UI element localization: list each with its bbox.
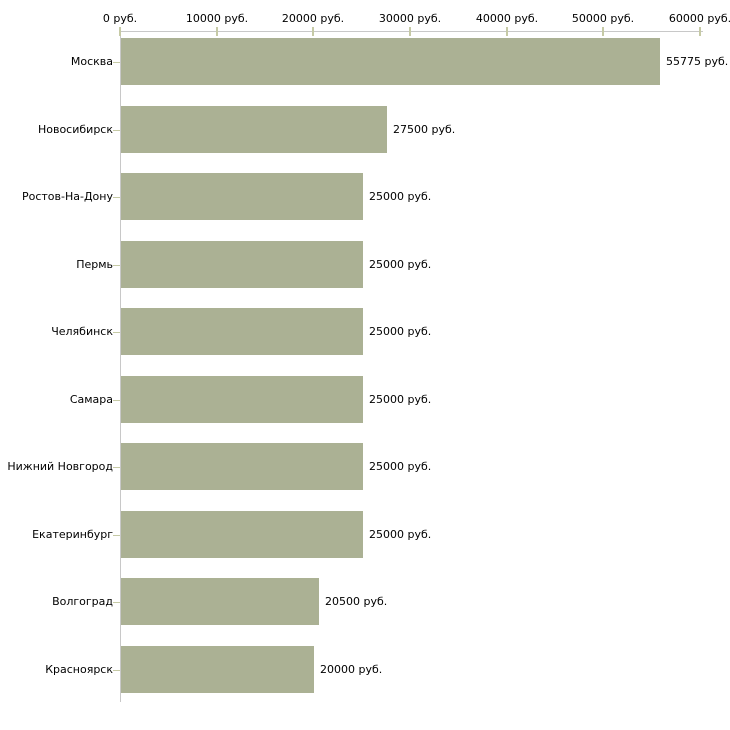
bar bbox=[121, 308, 363, 355]
x-axis-tick-mark bbox=[409, 27, 411, 36]
bar-value-label: 25000 руб. bbox=[369, 393, 432, 406]
bar bbox=[121, 443, 363, 490]
bar-value-label: 25000 руб. bbox=[369, 460, 432, 473]
x-axis-tick-mark bbox=[312, 27, 314, 36]
bar bbox=[121, 106, 387, 153]
x-axis-tick-mark bbox=[119, 27, 121, 36]
bar-value-label: 25000 руб. bbox=[369, 325, 432, 338]
bar-value-label: 25000 руб. bbox=[369, 258, 432, 271]
bar bbox=[121, 578, 319, 625]
category-label: Москва bbox=[70, 55, 113, 68]
x-axis-tick-label: 30000 руб. bbox=[378, 12, 442, 25]
bar bbox=[121, 38, 660, 85]
category-label: Пермь bbox=[76, 258, 113, 271]
bar-value-label: 25000 руб. bbox=[369, 190, 432, 203]
category-tick-mark bbox=[113, 670, 120, 671]
bar-value-label: 27500 руб. bbox=[393, 123, 456, 136]
category-tick-mark bbox=[113, 197, 120, 198]
category-label: Красноярск bbox=[45, 663, 113, 676]
x-axis-tick-label: 0 руб. bbox=[102, 12, 138, 25]
x-axis-tick-label: 10000 руб. bbox=[185, 12, 249, 25]
x-axis-tick-label: 40000 руб. bbox=[475, 12, 539, 25]
category-label: Ростов-На-Дону bbox=[21, 190, 113, 203]
x-axis-line bbox=[120, 31, 703, 32]
x-axis-tick-label: 50000 руб. bbox=[571, 12, 635, 25]
x-axis-tick-mark bbox=[602, 27, 604, 36]
category-label: Волгоград bbox=[52, 595, 113, 608]
category-tick-mark bbox=[113, 602, 120, 603]
category-tick-mark bbox=[113, 400, 120, 401]
x-axis-tick-label: 20000 руб. bbox=[281, 12, 345, 25]
category-label: Нижний Новгород bbox=[7, 460, 113, 473]
bar-value-label: 20500 руб. bbox=[325, 595, 388, 608]
category-tick-mark bbox=[113, 265, 120, 266]
category-label: Челябинск bbox=[51, 325, 113, 338]
category-label: Новосибирск bbox=[37, 123, 113, 136]
category-label: Самара bbox=[69, 393, 113, 406]
category-tick-mark bbox=[113, 467, 120, 468]
x-axis-tick-mark bbox=[699, 27, 701, 36]
x-axis-tick-label: 60000 руб. bbox=[668, 12, 730, 25]
category-tick-mark bbox=[113, 130, 120, 131]
bar bbox=[121, 376, 363, 423]
bar bbox=[121, 173, 363, 220]
category-tick-mark bbox=[113, 332, 120, 333]
bar bbox=[121, 646, 314, 693]
x-axis-tick-mark bbox=[506, 27, 508, 36]
x-axis-tick-mark bbox=[216, 27, 218, 36]
bar bbox=[121, 241, 363, 288]
category-tick-mark bbox=[113, 62, 120, 63]
bar-value-label: 55775 руб. bbox=[666, 55, 729, 68]
y-axis-line bbox=[120, 31, 121, 702]
bar-value-label: 20000 руб. bbox=[320, 663, 383, 676]
category-label: Екатеринбург bbox=[32, 528, 113, 541]
bar bbox=[121, 511, 363, 558]
category-tick-mark bbox=[113, 535, 120, 536]
bar-value-label: 25000 руб. bbox=[369, 528, 432, 541]
